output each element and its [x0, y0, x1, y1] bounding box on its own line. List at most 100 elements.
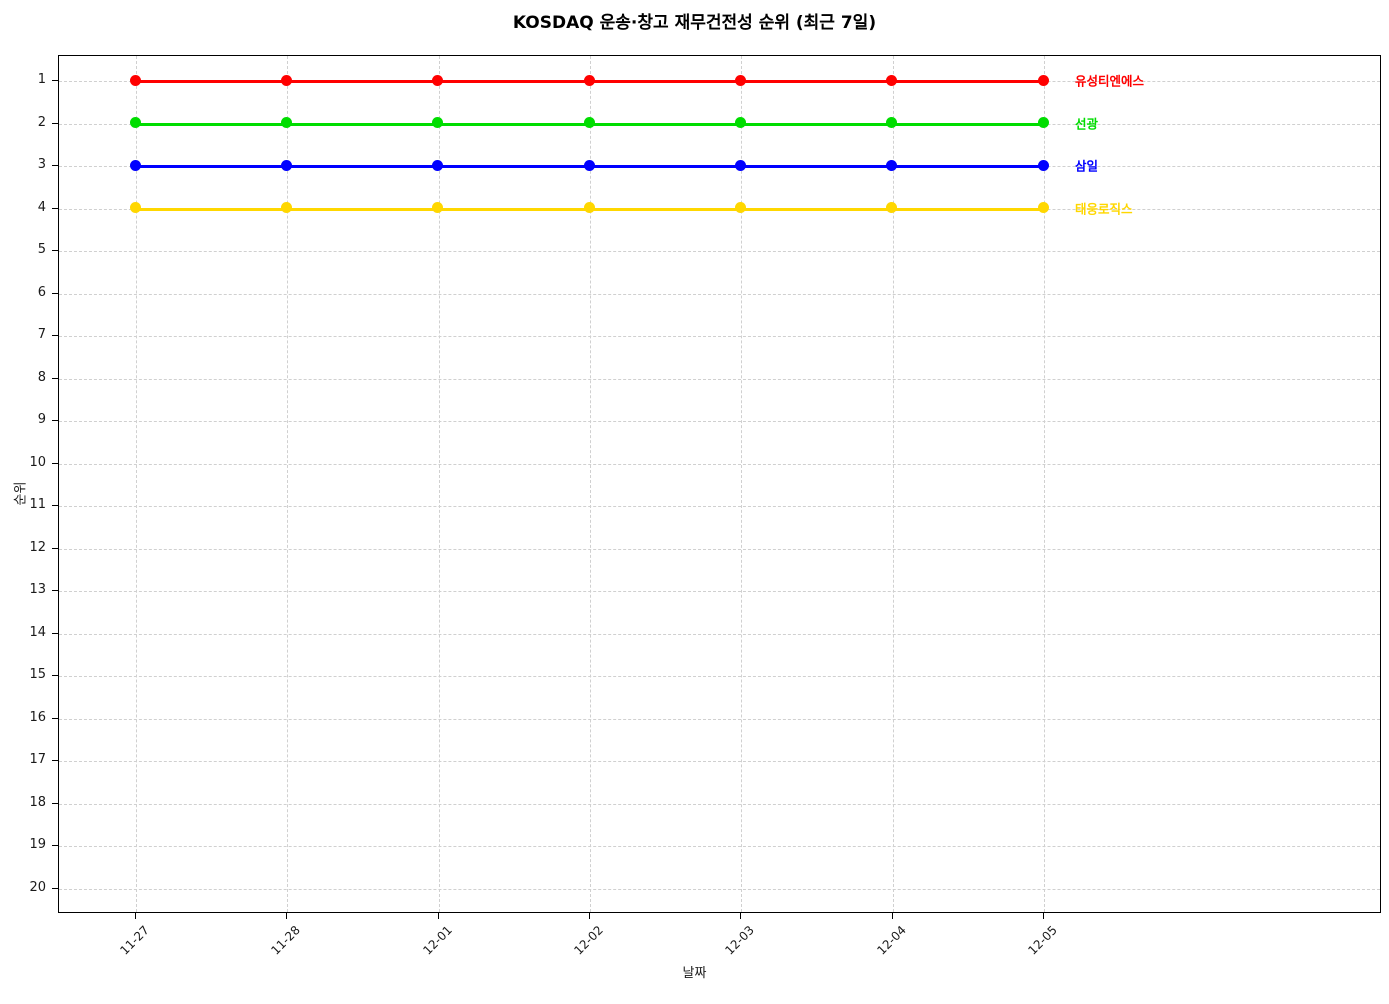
series-data-point[interactable]: [432, 202, 444, 214]
series-data-point[interactable]: [734, 74, 746, 86]
series-line-segment: [135, 165, 287, 169]
y-axis-tick-label: 8: [37, 369, 46, 385]
y-axis-tick-mark: [52, 377, 58, 379]
series-data-point[interactable]: [886, 159, 898, 171]
gridline-horizontal: [59, 633, 1380, 635]
series-line-segment: [589, 80, 741, 84]
y-axis-tick-mark: [52, 250, 58, 252]
gridline-vertical: [438, 56, 440, 912]
gridline-horizontal: [59, 251, 1380, 253]
gridline-horizontal: [59, 421, 1380, 423]
y-axis-tick-mark: [52, 547, 58, 549]
series-data-point[interactable]: [129, 74, 141, 86]
series-data-point[interactable]: [432, 74, 444, 86]
series-line-segment: [740, 122, 892, 126]
series-data-point[interactable]: [129, 202, 141, 214]
series-line-segment: [437, 207, 589, 211]
chart-title: KOSDAQ 운송·창고 재무건전성 순위 (최근 7일): [512, 13, 877, 33]
y-axis-tick-label: 7: [37, 327, 46, 343]
gridline-horizontal: [59, 888, 1380, 890]
y-axis-tick-mark: [52, 122, 58, 124]
series-data-point[interactable]: [1037, 202, 1049, 214]
gridline-horizontal: [59, 293, 1380, 295]
series-data-point[interactable]: [1037, 74, 1049, 86]
gridline-horizontal: [59, 591, 1380, 593]
gridline-horizontal: [59, 718, 1380, 720]
series-line-segment: [135, 207, 287, 211]
series-data-point[interactable]: [432, 159, 444, 171]
series-line-segment: [891, 122, 1043, 126]
y-axis-tick-mark: [52, 845, 58, 847]
y-axis-tick-label: 14: [29, 624, 46, 640]
series-data-point[interactable]: [280, 74, 292, 86]
series-line-segment: [437, 165, 589, 169]
y-axis-tick-mark: [52, 292, 58, 294]
series-data-point[interactable]: [583, 202, 595, 214]
gridline-horizontal: [59, 761, 1380, 763]
series-data-point[interactable]: [280, 117, 292, 129]
gridline-horizontal: [59, 336, 1380, 338]
x-axis-tick-mark: [589, 913, 590, 919]
y-axis-tick-label: 16: [29, 709, 46, 725]
y-axis-tick-mark: [52, 675, 58, 677]
series-data-point[interactable]: [583, 117, 595, 129]
y-axis-tick-label: 11: [29, 497, 46, 513]
y-axis-tick-label: 15: [29, 667, 46, 683]
x-axis-tick-mark: [286, 913, 288, 919]
series-data-point[interactable]: [583, 74, 595, 86]
series-data-point[interactable]: [734, 117, 746, 129]
series-end-label: 선광: [1075, 116, 1099, 132]
y-axis-tick-mark: [52, 335, 58, 337]
series-data-point[interactable]: [734, 159, 746, 171]
y-axis-tick-mark: [52, 760, 58, 762]
x-axis-tick-mark: [891, 913, 893, 919]
series-line-segment: [891, 207, 1043, 211]
x-axis-tick-mark: [740, 913, 742, 919]
series-data-point[interactable]: [886, 117, 898, 129]
series-line-segment: [135, 122, 287, 126]
y-axis-tick-label: 20: [29, 879, 46, 895]
series-line-segment: [740, 80, 892, 84]
series-line-segment: [891, 80, 1043, 84]
series-data-point[interactable]: [886, 74, 898, 86]
series-data-point[interactable]: [432, 117, 444, 129]
plot-area: [58, 55, 1381, 913]
series-line-segment: [891, 165, 1043, 169]
y-axis-tick-label: 17: [29, 752, 46, 768]
series-line-segment: [740, 207, 892, 211]
series-data-point[interactable]: [583, 159, 595, 171]
gridline-vertical: [892, 56, 894, 912]
y-axis-tick-label: 13: [29, 582, 46, 598]
series-data-point[interactable]: [129, 117, 141, 129]
y-axis-tick-mark: [52, 590, 58, 592]
series-line-segment: [589, 122, 741, 126]
series-line-segment: [286, 122, 438, 126]
series-data-point[interactable]: [280, 202, 292, 214]
y-axis-tick-mark: [52, 207, 58, 209]
series-line-segment: [589, 165, 741, 169]
series-line-segment: [286, 80, 438, 84]
series-data-point[interactable]: [886, 202, 898, 214]
series-line-segment: [437, 122, 589, 126]
series-data-point[interactable]: [129, 159, 141, 171]
series-line-segment: [135, 80, 287, 84]
gridline-horizontal: [59, 378, 1380, 380]
series-end-label: 유성티엔에스: [1075, 73, 1145, 89]
gridline-vertical: [136, 56, 137, 912]
series-data-point[interactable]: [280, 159, 292, 171]
series-line-segment: [589, 207, 741, 211]
y-axis-tick-label: 3: [37, 157, 46, 173]
gridline-horizontal: [59, 676, 1380, 678]
x-axis-tick-mark: [437, 913, 439, 919]
series-end-label: 삼일: [1075, 158, 1099, 174]
series-line-segment: [286, 165, 438, 169]
x-axis-tick-mark: [135, 913, 136, 919]
y-axis-tick-mark: [52, 505, 58, 507]
gridline-horizontal: [59, 463, 1380, 465]
gridline-horizontal: [59, 548, 1380, 550]
series-data-point[interactable]: [1037, 117, 1049, 129]
series-data-point[interactable]: [1037, 159, 1049, 171]
series-data-point[interactable]: [734, 202, 746, 214]
x-axis-label: 날짜: [682, 966, 707, 981]
